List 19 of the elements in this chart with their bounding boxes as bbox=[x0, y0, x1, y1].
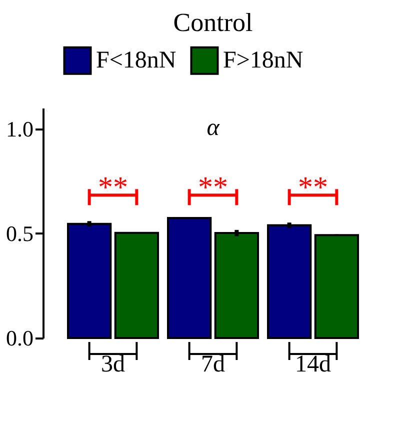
x-tick-label: 3d bbox=[101, 352, 125, 378]
bar bbox=[67, 222, 112, 339]
bar bbox=[314, 234, 359, 339]
y-tick-label: 0.5 bbox=[6, 220, 34, 246]
x-tick-label: 14d bbox=[295, 352, 331, 378]
bar bbox=[214, 232, 259, 339]
annotation: ** bbox=[198, 171, 228, 204]
legend-label: F<18nN bbox=[96, 48, 176, 74]
x-tick-label: 7d bbox=[201, 352, 225, 378]
bar bbox=[114, 232, 159, 339]
bar bbox=[267, 224, 312, 339]
legend-label: F>18nN bbox=[223, 48, 304, 74]
annotation: α bbox=[206, 115, 220, 141]
bar bbox=[167, 216, 212, 339]
y-tick-label: 0.0 bbox=[6, 326, 34, 350]
annotation: ** bbox=[298, 171, 328, 204]
annotation: ** bbox=[98, 171, 128, 204]
y-tick-label: 1.0 bbox=[6, 116, 34, 142]
chart-title: Control bbox=[173, 8, 253, 37]
